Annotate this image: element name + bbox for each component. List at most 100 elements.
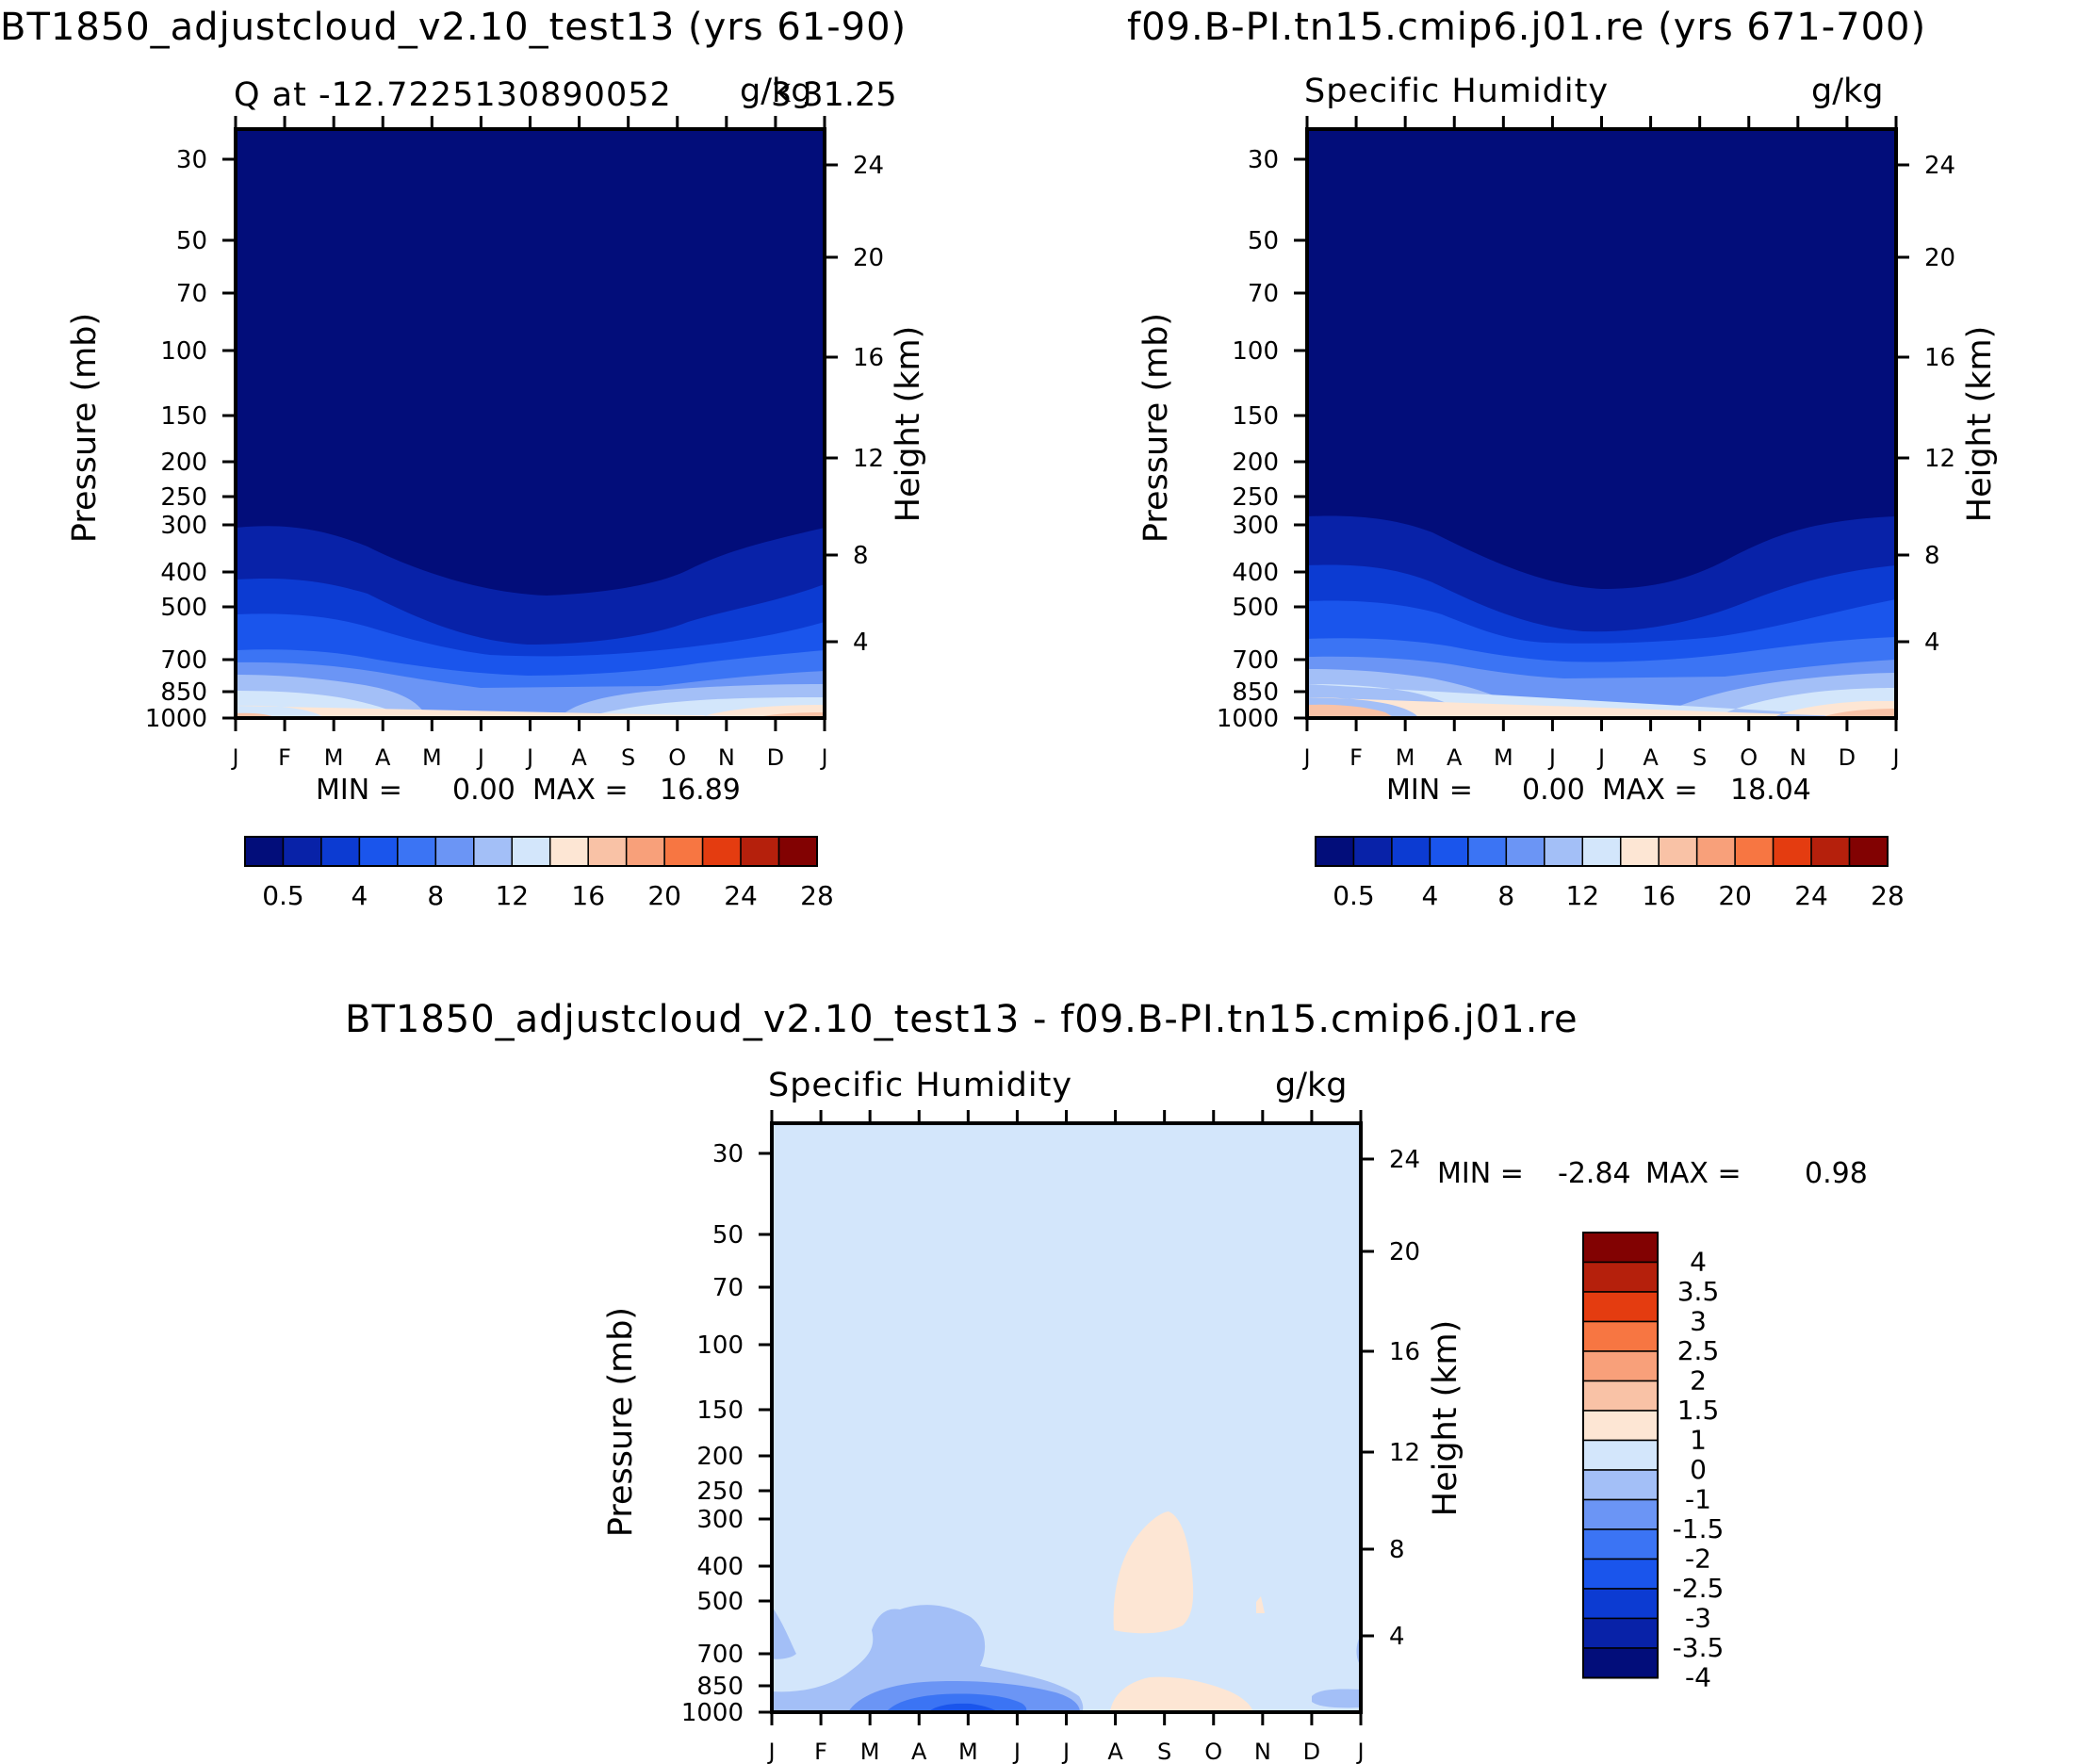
colorbar-swatch [1582,1380,1659,1412]
panel-a-title: BT1850_adjustcloud_v2.10_test13 (yrs 61-… [0,6,907,49]
x-tick-label: J [1890,744,1899,771]
height-tick-label: 8 [1389,1536,1405,1564]
height-tick-label: 8 [1924,542,1940,570]
x-tick-label: S [1693,744,1707,771]
panel-c-positive-lower [1110,1676,1253,1712]
pressure-tick-label: 1000 [681,1699,744,1727]
colorbar-label: 1.5 [1677,1395,1720,1426]
colorbar-swatch [1467,836,1508,867]
panel-b-plot-area [1307,129,1896,718]
panel-c-negative-right-bottom [1312,1689,1361,1708]
colorbar-swatch [1582,1498,1659,1530]
colorbar-swatch [1582,1588,1659,1620]
panel-b-max-label: MAX = [1602,774,1698,807]
x-tick-label: J [476,744,484,771]
panel-c-band-m3 [928,1703,999,1712]
colorbar-swatch [1582,1647,1659,1679]
colorbar-label: 2 [1690,1365,1707,1396]
colorbar-swatch [701,836,742,867]
panel-c-min-label: MIN = [1437,1157,1524,1190]
panel-c-bg [772,1123,1361,1712]
panel-c-positive-upper [1113,1511,1194,1634]
colorbar-label: 1 [1690,1425,1707,1456]
colorbar-label: 16 [571,880,605,911]
colorbar-swatch [777,836,818,867]
colorbar-swatch [1582,1528,1659,1560]
x-tick-label: O [1204,1739,1222,1764]
x-tick-label: D [767,744,784,771]
colorbar-frame [1582,1232,1659,1679]
panel-a: BT1850_adjustcloud_v2.10_test13 (yrs 61-… [0,6,927,911]
panel-b: f09.B-PI.tn15.cmip6.j01.re (yrs 671-700)… [1127,6,1999,911]
x-tick-label: F [278,744,291,771]
pressure-tick-label: 1000 [145,705,207,733]
pressure-tick-label: 50 [712,1221,744,1250]
colorbar-swatch [1619,836,1660,867]
x-tick-label: O [1740,744,1758,771]
pressure-tick-label: 200 [1232,449,1279,477]
panel-c-title: BT1850_adjustcloud_v2.10_test13 - f09.B-… [345,998,1578,1041]
pressure-tick-label: 30 [176,146,207,174]
pressure-tick-label: 30 [1248,146,1279,174]
panel-a-max-value: 16.89 [660,774,741,807]
colorbar-label: 12 [495,880,529,911]
panel-a-left-label: Q at -12.7225130890052 [234,76,672,114]
x-tick-label: J [1012,1739,1021,1764]
colorbar-swatch [1505,836,1545,867]
panel-c: BT1850_adjustcloud_v2.10_test13 - f09.B-… [345,998,1868,1764]
x-tick-label: M [422,744,442,771]
colorbar-swatch [1315,836,1355,867]
pressure-tick-label: 200 [160,449,207,477]
panel-b-units: g/kg [1811,73,1884,110]
height-tick-label: 20 [853,244,884,272]
colorbar-swatch [397,836,437,867]
panel-c-colorbar: 43.532.521.510-1-1.5-2-2.5-3-3.5-4 [1582,1232,1725,1693]
colorbar-swatch [663,836,704,867]
panel-a-left-label-tail: 3 31.25 [771,76,897,114]
pressure-tick-label: 400 [1232,559,1279,587]
pressure-axis-title: Pressure (mb) [602,1307,640,1537]
pressure-tick-label: 250 [160,483,207,512]
colorbar-label: -2.5 [1673,1573,1725,1604]
colorbar-label: 0.5 [1333,880,1375,911]
colorbar-label: 12 [1565,880,1599,911]
height-tick-label: 4 [1389,1623,1405,1651]
colorbar-swatch [1391,836,1431,867]
pressure-tick-label: 500 [160,594,207,622]
colorbar-swatch [1582,1439,1659,1471]
height-tick-label: 4 [853,629,869,657]
colorbar-label: -3.5 [1673,1632,1725,1663]
colorbar-label: 0 [1690,1454,1707,1485]
x-tick-label: D [1303,1739,1320,1764]
x-tick-label: J [1596,744,1605,771]
colorbar-swatch [244,836,285,867]
colorbar-frame [1315,836,1889,867]
colorbar-label: 4 [1690,1247,1707,1278]
colorbar-label: -2 [1685,1544,1711,1575]
x-tick-label: N [1254,1739,1271,1764]
height-tick-label: 20 [1924,244,1955,272]
pressure-axis-title: Pressure (mb) [66,313,104,543]
pressure-tick-label: 50 [1248,227,1279,255]
pressure-tick-label: 1000 [1217,705,1279,733]
x-tick-label: S [1157,1739,1171,1764]
colorbar-swatch [1695,836,1736,867]
colorbar-label: -3 [1685,1603,1711,1634]
colorbar-swatch [1582,1291,1659,1323]
pressure-tick-label: 300 [160,512,207,540]
pressure-tick-label: 200 [696,1443,744,1471]
x-tick-label: J [1355,1739,1364,1764]
panel-c-plot-area [772,1123,1361,1712]
pressure-tick-label: 850 [696,1673,744,1701]
panel-c-max-label: MAX = [1645,1157,1742,1190]
panel-c-left-label: Specific Humidity [768,1067,1072,1104]
x-tick-label: S [621,744,635,771]
x-tick-label: J [1547,744,1556,771]
colorbar-swatch [587,836,628,867]
panel-b-colorbar: 0.5 4 8 12 16 20 24 28 [1315,836,1905,911]
x-tick-label: M [860,1739,880,1764]
panel-b-max-value: 18.04 [1730,774,1811,807]
pressure-tick-label: 300 [696,1506,744,1534]
x-tick-label: M [324,744,344,771]
